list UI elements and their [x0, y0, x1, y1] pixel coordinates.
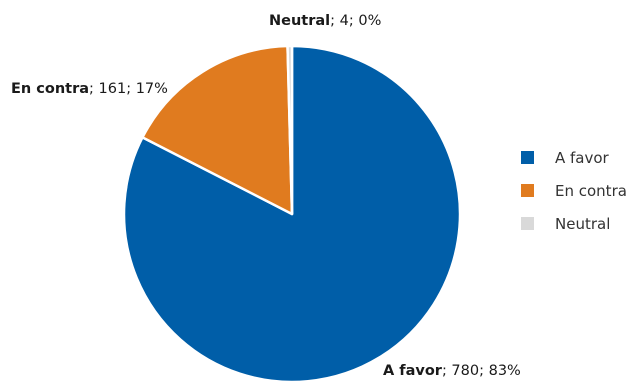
data-label-a-favor-values: ; 780; 83% — [442, 363, 521, 379]
data-label-a-favor: A favor; 780; 83% — [383, 363, 521, 379]
data-label-neutral: Neutral; 4; 0% — [269, 13, 381, 29]
data-label-en-contra: En contra; 161; 17% — [11, 81, 168, 97]
data-label-neutral-values: ; 4; 0% — [330, 13, 381, 29]
data-label-en-contra-values: ; 161; 17% — [89, 81, 168, 97]
legend-swatch-a-favor — [521, 151, 534, 164]
data-label-neutral-name: Neutral — [269, 13, 330, 29]
legend-label-neutral: Neutral — [555, 215, 610, 233]
legend: A favor En contra Neutral — [521, 149, 627, 233]
legend-label-en-contra: En contra — [555, 182, 627, 200]
pie-slice-en-contra — [141, 44, 294, 216]
data-label-a-favor-name: A favor — [383, 363, 443, 379]
pie-slice-neutral — [286, 44, 294, 216]
data-label-en-contra-name: En contra — [11, 81, 89, 97]
pie-slices — [122, 44, 462, 381]
legend-swatch-en-contra — [521, 184, 534, 197]
legend-label-a-favor: A favor — [555, 149, 610, 167]
legend-swatch-neutral — [521, 217, 534, 230]
pie-slice-a-favor — [122, 44, 462, 381]
